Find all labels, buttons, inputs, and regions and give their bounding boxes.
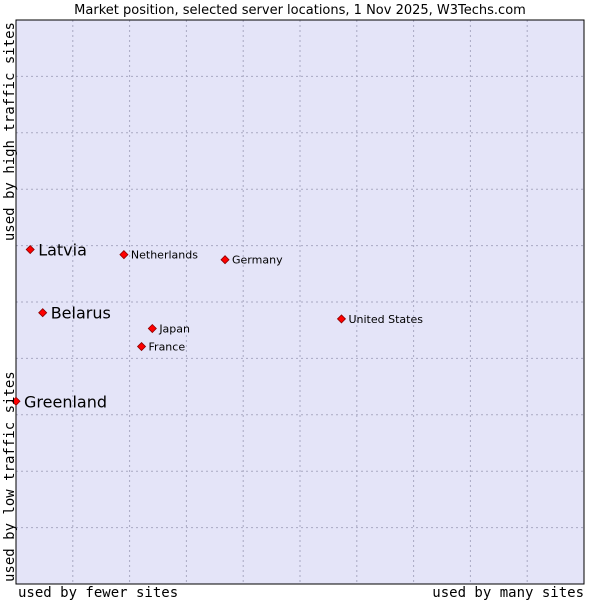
data-point-japan: Japan — [147, 323, 190, 336]
y-axis-label-bottom: used by low traffic sites — [2, 371, 18, 582]
data-point-netherlands: Netherlands — [119, 249, 198, 262]
point-marker-greenland — [11, 396, 21, 406]
data-point-greenland: Greenland — [11, 392, 107, 411]
point-marker-germany — [220, 255, 230, 265]
point-label-belarus: Belarus — [51, 304, 111, 323]
y-axis-label-top: used by high traffic sites — [2, 22, 18, 241]
point-label-latvia: Latvia — [38, 241, 87, 260]
x-axis-label-left: used by fewer sites — [18, 585, 178, 600]
data-point-belarus: Belarus — [38, 304, 111, 323]
point-label-netherlands: Netherlands — [131, 249, 198, 262]
point-marker-france — [136, 341, 147, 352]
data-point-germany: Germany — [220, 254, 283, 267]
grid-lines — [16, 20, 584, 584]
data-point-france: France — [136, 341, 186, 354]
point-marker-united-states — [336, 314, 347, 324]
point-marker-latvia — [25, 244, 35, 255]
point-label-france: France — [149, 341, 186, 354]
chart-title: Market position, selected server locatio… — [74, 3, 526, 18]
point-label-japan: Japan — [158, 323, 190, 336]
plot-border — [15, 19, 585, 585]
point-marker-netherlands — [119, 250, 129, 260]
point-label-germany: Germany — [232, 254, 283, 267]
data-point-united-states: United States — [336, 313, 423, 326]
x-axis-label-right: used by many sites — [432, 585, 584, 600]
point-label-greenland: Greenland — [24, 392, 107, 411]
point-label-united-states: United States — [348, 313, 423, 326]
point-marker-japan — [147, 323, 157, 334]
point-marker-belarus — [38, 308, 48, 318]
data-point-latvia: Latvia — [25, 241, 87, 260]
data-points: Latvia Netherlands Germany Belarus Japan Fran… — [11, 241, 423, 411]
